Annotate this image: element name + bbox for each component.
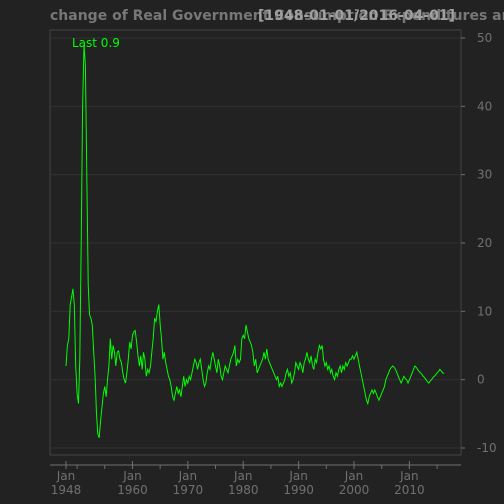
x-tick-label-year: 1948 [51,483,82,497]
chart-title: change of Real Government Consumption Ex… [50,8,504,24]
x-tick-label-month: Jan [288,469,308,483]
series-line [65,44,445,438]
x-tick-label-month: Jan [122,469,142,483]
grid-layer [49,29,462,456]
x-tick-label-month: Jan [56,469,76,483]
y-tick-label: 30 [477,168,492,182]
x-tick-label-year: 2010 [394,483,425,497]
y-tick-label: 40 [477,99,492,113]
x-tick-label-year: 2000 [339,483,370,497]
series-layer [65,44,445,438]
y-tick-label: 20 [477,236,492,250]
x-tick-label-month: Jan [344,469,364,483]
x-tick-label-month: Jan [178,469,198,483]
y-tick-label: 0 [477,373,485,387]
x-tick-label-year: 1990 [283,483,314,497]
x-tick-label-month: Jan [399,469,419,483]
y-tick-label: 50 [477,31,492,45]
x-tick-label-year: 1960 [117,483,148,497]
y-tick-label: -10 [477,441,497,455]
x-tick-label-month: Jan [233,469,253,483]
axis-layer: -1001020304050Jan1948Jan1960Jan1970Jan19… [50,31,497,497]
last-value-label: Last 0.9 [72,36,120,50]
chart-date-range: [1948-01-01/2016-04-01] [258,8,455,24]
x-tick-label-year: 1980 [228,483,259,497]
y-tick-label: 10 [477,304,492,318]
x-tick-label-year: 1970 [173,483,204,497]
